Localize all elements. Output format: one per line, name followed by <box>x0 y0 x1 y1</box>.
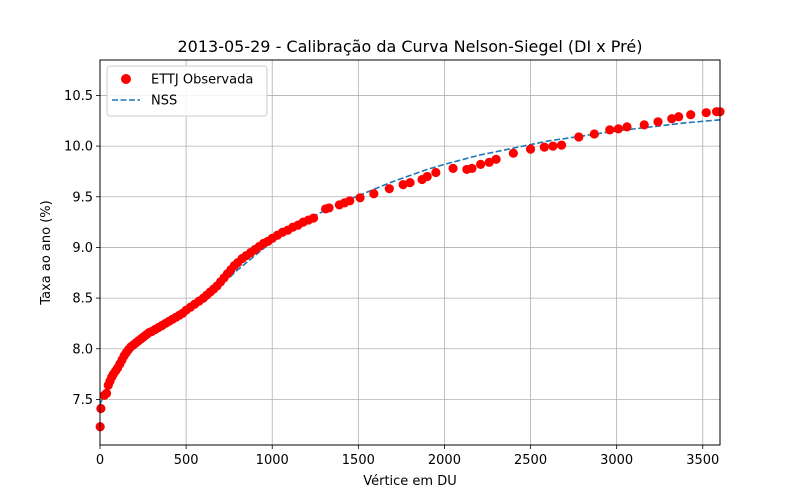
x-tick-label: 1000 <box>256 453 289 468</box>
plot-frame <box>99 59 721 446</box>
y-tick-label: 9.5 <box>72 190 93 205</box>
observed-point <box>639 120 649 130</box>
observed-point <box>431 167 441 178</box>
observed-point <box>548 141 558 151</box>
observed-point <box>525 144 536 154</box>
observed-point <box>674 112 684 122</box>
x-axis-ticks: 0 500 1000 1500 2000 2500 3000 3500 <box>96 445 719 468</box>
observed-point <box>448 163 458 174</box>
observed-point <box>589 129 599 139</box>
y-tick-label: 10.0 <box>64 140 93 155</box>
observed-points-layer <box>95 107 725 432</box>
x-tick-label: 3500 <box>686 453 719 468</box>
observed-point <box>613 124 623 134</box>
grid <box>99 60 720 445</box>
observed-point <box>653 117 663 127</box>
observed-point <box>101 388 112 398</box>
y-tick-label: 8.5 <box>72 292 93 307</box>
legend-label-observed: ETTJ Observada <box>151 73 253 88</box>
observed-point <box>324 203 334 213</box>
observed-point <box>355 193 365 203</box>
observed-point <box>422 171 432 182</box>
observed-point <box>574 132 584 142</box>
x-tick-label: 500 <box>174 453 199 468</box>
observed-point <box>622 122 632 132</box>
observed-point <box>96 403 106 414</box>
x-axis-label: Vértice em DU <box>363 474 457 489</box>
plot-area <box>100 60 720 445</box>
observed-point <box>476 159 486 169</box>
x-tick-label: 1500 <box>342 453 375 468</box>
observed-point <box>539 142 549 152</box>
observed-point <box>345 196 355 206</box>
y-axis-ticks: 7.5 8.0 8.5 9.0 9.5 10.0 10.5 <box>64 89 100 408</box>
y-tick-label: 7.5 <box>72 393 93 408</box>
observed-point <box>556 140 567 150</box>
legend-label-nss: NSS <box>151 94 177 109</box>
x-tick-label: 2000 <box>428 453 461 468</box>
y-tick-label: 9.0 <box>72 241 93 256</box>
x-tick-label: 0 <box>96 453 104 468</box>
observed-point <box>484 157 494 167</box>
observed-point <box>491 154 501 164</box>
observed-point <box>384 184 394 194</box>
x-tick-label: 2500 <box>514 453 547 468</box>
legend-box <box>106 65 268 117</box>
x-tick-label: 3000 <box>600 453 633 468</box>
observed-point <box>467 163 477 174</box>
observed-point <box>701 108 711 118</box>
y-axis-label: Taxa ao ano (%) <box>39 200 54 305</box>
observed-point <box>508 148 518 158</box>
y-tick-label: 10.5 <box>64 89 93 104</box>
legend-marker-observed <box>121 74 131 84</box>
legend: ETTJ Observada NSS <box>106 65 268 117</box>
observed-point <box>405 177 415 188</box>
observed-point <box>369 189 379 199</box>
y-tick-label: 8.0 <box>72 342 93 357</box>
observed-point <box>308 213 319 223</box>
observed-point <box>686 110 696 120</box>
observed-point <box>605 125 615 135</box>
chart-title: 2013-05-29 - Calibração da Curva Nelson-… <box>178 37 643 56</box>
